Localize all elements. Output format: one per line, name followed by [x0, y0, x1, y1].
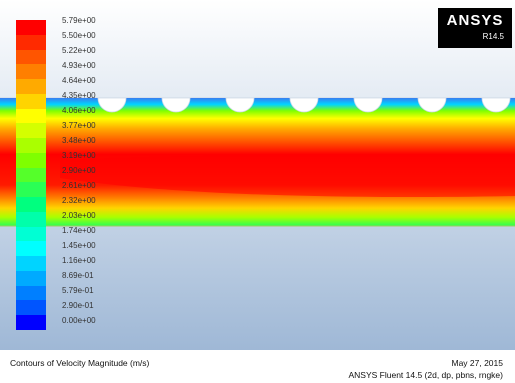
colorbar-label: 4.06e+00 [62, 106, 96, 115]
colorbar-swatch [16, 108, 46, 124]
plot-title: Contours of Velocity Magnitude (m/s) [10, 358, 150, 368]
colorbar-label: 3.77e+00 [62, 121, 96, 130]
obstacle-bump [353, 97, 383, 113]
colorbar-label: 2.03e+00 [62, 211, 96, 220]
colorbar-label: 2.32e+00 [62, 196, 96, 205]
colorbar-swatch [16, 79, 46, 95]
ansys-logo-badge: ANSYS R14.5 [438, 8, 512, 48]
colorbar-label: 8.69e-01 [62, 271, 94, 280]
colorbar-label: 4.35e+00 [62, 91, 96, 100]
colorbar-label: 5.22e+00 [62, 46, 96, 55]
colorbar-swatch [16, 123, 46, 139]
obstacle-bump [289, 97, 319, 113]
colorbar-label: 2.90e-01 [62, 301, 94, 310]
colorbar-label: 2.90e+00 [62, 166, 96, 175]
colorbar-swatch [16, 34, 46, 50]
colorbar-swatch [16, 226, 46, 242]
velocity-core [60, 154, 515, 198]
colorbar-label: 5.79e-01 [62, 286, 94, 295]
obstacle-bump [97, 97, 127, 113]
colorbar-label: 4.64e+00 [62, 76, 96, 85]
colorbar-swatch [16, 285, 46, 301]
colorbar-label: 1.16e+00 [62, 256, 96, 265]
ansys-logo: ANSYS [446, 12, 504, 29]
obstacle-bump [417, 97, 447, 113]
colorbar-swatch [16, 197, 46, 213]
colorbar-swatch [16, 182, 46, 198]
colorbar-label: 5.50e+00 [62, 31, 96, 40]
colorbar-swatch [16, 315, 46, 331]
colorbar-swatch [16, 167, 46, 183]
colorbar-swatch [16, 20, 46, 36]
colorbar-label: 2.61e+00 [62, 181, 96, 190]
colorbar [16, 20, 46, 331]
colorbar-label: 3.19e+00 [62, 151, 96, 160]
colorbar-label: 1.45e+00 [62, 241, 96, 250]
wall-obstacles [97, 97, 511, 113]
ansys-version: R14.5 [482, 32, 504, 41]
colorbar-swatch [16, 138, 46, 154]
colorbar-label: 5.79e+00 [62, 16, 96, 25]
colorbar-swatch [16, 270, 46, 287]
obstacle-bump [481, 97, 511, 113]
obstacle-bump [225, 97, 255, 113]
plot-date: May 27, 2015 [451, 358, 503, 368]
colorbar-label: 1.74e+00 [62, 226, 96, 235]
solver-info: ANSYS Fluent 14.5 (2d, dp, pbns, rngke) [348, 370, 503, 380]
colorbar-swatch [16, 211, 46, 228]
obstacle-bump [161, 97, 191, 113]
colorbar-labels: 5.79e+00 5.50e+00 5.22e+00 4.93e+00 4.64e+00… [62, 14, 142, 344]
colorbar-swatch [16, 49, 46, 65]
colorbar-swatch [16, 256, 46, 272]
colorbar-label: 3.48e+00 [62, 136, 96, 145]
colorbar-swatch [16, 241, 46, 257]
colorbar-label: 4.93e+00 [62, 61, 96, 70]
colorbar-swatch [16, 300, 46, 316]
colorbar-swatch [16, 93, 46, 110]
colorbar-swatch [16, 152, 46, 169]
colorbar-label: 0.00e+00 [62, 316, 96, 325]
colorbar-swatch [16, 64, 46, 80]
